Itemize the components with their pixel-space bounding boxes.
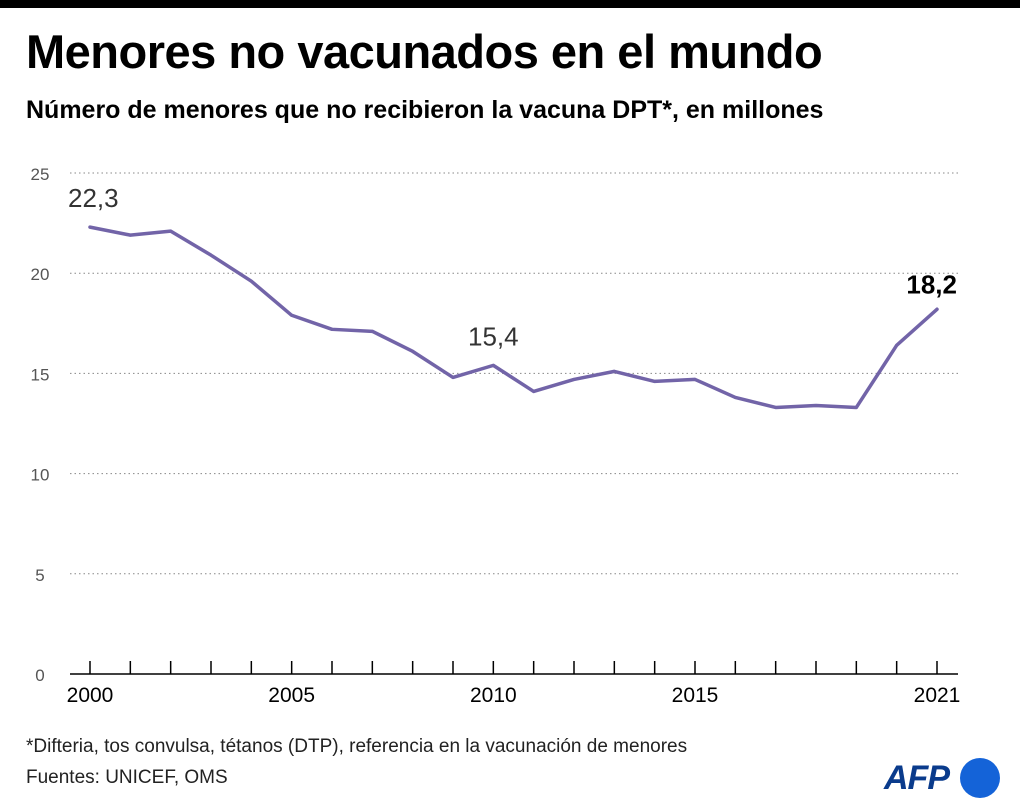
footnote: *Difteria, tos convulsa, tétanos (DTP), … — [26, 736, 688, 757]
data-label-2010: 15,4 — [468, 321, 519, 351]
data-point-2002 — [169, 229, 173, 233]
source-note: Fuentes: UNICEF, OMS — [26, 767, 228, 788]
x-tick-label-2005: 2005 — [268, 684, 315, 707]
afp-logo: AFP — [884, 758, 1000, 798]
series-line-0 — [88, 225, 939, 410]
afp-logo-text: AFP — [884, 759, 950, 797]
line-chart: 0 5 10 15 20 25 2000 2005 2010 2015 2021 22,3 15,4 18… — [31, 165, 961, 707]
data-point-2009 — [451, 375, 455, 379]
data-point-2005 — [290, 313, 294, 317]
y-tick-label-10: 10 — [31, 466, 50, 485]
data-point-2018 — [814, 403, 818, 407]
data-point-2014 — [653, 379, 657, 383]
data-label-2000: 22,3 — [68, 183, 119, 213]
data-point-2021 — [935, 307, 939, 311]
data-point-2019 — [854, 405, 858, 409]
data-point-2020 — [895, 343, 899, 347]
data-point-2006 — [330, 327, 334, 331]
y-tick-label-5: 5 — [35, 566, 44, 585]
chart-subtitle: Número de menores que no recibieron la v… — [26, 96, 824, 124]
chart-title: Menores no vacunados en el mundo — [26, 25, 823, 78]
data-point-2017 — [774, 405, 778, 409]
x-tick-label-2010: 2010 — [470, 684, 517, 707]
data-point-2012 — [572, 377, 576, 381]
x-tick-label-2015: 2015 — [672, 684, 719, 707]
data-point-2011 — [532, 389, 536, 393]
y-tick-label-15: 15 — [31, 365, 50, 384]
data-point-2008 — [411, 349, 415, 353]
data-point-2004 — [249, 279, 253, 283]
data-point-2013 — [612, 369, 616, 373]
x-tick-label-2021: 2021 — [914, 684, 961, 707]
y-tick-label-20: 20 — [31, 265, 50, 284]
data-point-2001 — [128, 233, 132, 237]
x-tick-label-2000: 2000 — [67, 684, 114, 707]
data-point-2015 — [693, 377, 697, 381]
y-tick-label-0: 0 — [35, 666, 44, 685]
data-label-2021: 18,2 — [906, 269, 957, 299]
afp-logo-dot — [960, 758, 1000, 798]
data-point-2010 — [491, 363, 495, 367]
data-point-2007 — [370, 329, 374, 333]
data-point-2003 — [209, 253, 213, 257]
data-point-2016 — [733, 395, 737, 399]
data-point-2000 — [88, 225, 92, 229]
top-rule — [0, 0, 1020, 8]
y-tick-label-25: 25 — [31, 165, 50, 184]
